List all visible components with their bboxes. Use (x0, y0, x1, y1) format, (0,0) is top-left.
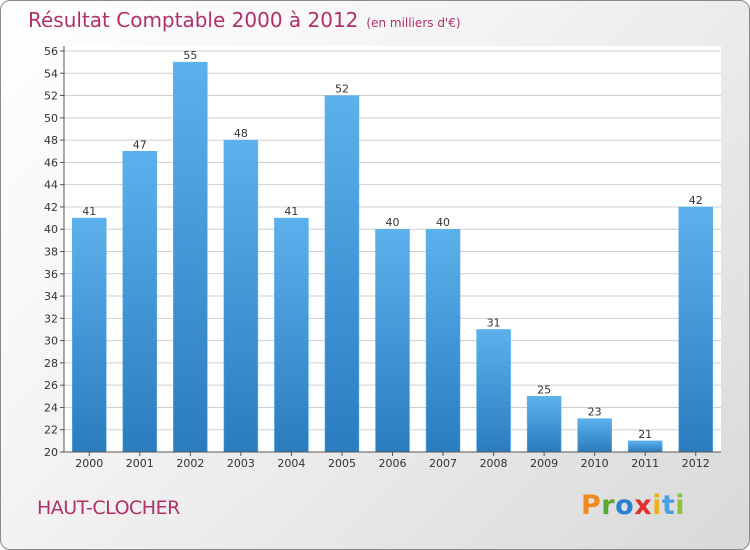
y-tick-label: 22 (44, 424, 58, 437)
x-tick-label: 2000 (75, 457, 103, 470)
x-tick-label: 2004 (277, 457, 305, 470)
bar-value-label: 23 (588, 406, 602, 419)
logo-letter: i (652, 490, 662, 521)
bar-2012 (678, 206, 713, 453)
y-tick-label: 46 (44, 156, 58, 169)
x-tick-label: 2012 (682, 457, 710, 470)
chart-title: Résultat Comptable 2000 à 2012 (en millie… (28, 8, 461, 32)
logo-letter: r (601, 490, 616, 521)
y-tick-label: 50 (44, 112, 58, 125)
y-tick-label: 36 (44, 268, 58, 281)
y-tick-label: 20 (44, 446, 58, 459)
x-tick-label: 2001 (126, 457, 154, 470)
x-tick-label: 2009 (530, 457, 558, 470)
y-tick-label: 24 (44, 401, 58, 414)
bar-value-label: 55 (183, 49, 197, 62)
x-tick-label: 2011 (631, 457, 659, 470)
x-tick-label: 2006 (379, 457, 407, 470)
y-tick-label: 28 (44, 357, 58, 370)
logo-letter: t (661, 490, 676, 521)
bar-2010 (577, 418, 612, 453)
bar-value-label: 42 (689, 194, 703, 207)
y-tick-label: 44 (44, 179, 58, 192)
bar-value-label: 40 (436, 216, 450, 229)
bar-2005 (324, 95, 360, 453)
bar-value-label: 47 (133, 138, 147, 151)
bar-2007 (425, 228, 461, 453)
x-tick-label: 2005 (328, 457, 356, 470)
x-tick-label: 2002 (176, 457, 204, 470)
bar-value-label: 31 (487, 316, 501, 329)
y-tick-label: 38 (44, 246, 58, 259)
bar-2011 (627, 440, 663, 453)
bar-chart: 20 22 24 26 28 30 32 34 36 38 40 42 44 46 48 50 52 54 56 4… (44, 45, 721, 470)
chart-subtitle: (en milliers d'€) (366, 16, 461, 30)
y-tick-label: 54 (44, 67, 58, 80)
bar-value-label: 52 (335, 83, 349, 96)
y-tick-label: 52 (44, 90, 58, 103)
bar-2003 (223, 139, 259, 453)
x-tick-label: 2003 (227, 457, 255, 470)
logo-letter: o (615, 490, 635, 521)
y-tick-label: 40 (44, 223, 58, 236)
x-tick-label: 2010 (581, 457, 609, 470)
x-tick-label: 2007 (429, 457, 457, 470)
bar-value-label: 21 (638, 428, 652, 441)
y-axis: 20 22 24 26 28 30 32 34 36 38 40 42 44 46 48 50 52 54 56 (44, 45, 65, 459)
x-tick-label: 2008 (480, 457, 508, 470)
place-name: HAUT-CLOCHER (37, 497, 180, 519)
y-tick-label: 32 (44, 312, 58, 325)
proxiti-logo: Proxiti (581, 490, 685, 521)
bar-2002 (173, 61, 208, 453)
y-tick-label: 30 (44, 335, 58, 348)
bar-value-label: 40 (386, 216, 400, 229)
y-tick-label: 34 (44, 290, 58, 303)
y-tick-label: 48 (44, 134, 58, 147)
logo-letter: x (634, 490, 653, 521)
y-tick-label: 56 (44, 45, 58, 58)
y-tick-label: 42 (44, 201, 58, 214)
bar-2001 (122, 151, 158, 453)
bar-value-label: 41 (284, 205, 298, 218)
bar-2009 (526, 396, 562, 453)
bar-value-label: 41 (82, 205, 96, 218)
bar-value-label: 25 (537, 383, 551, 396)
bar-value-label: 48 (234, 127, 248, 140)
bars: 41 47 55 48 41 52 40 40 31 25 23 21 42 (72, 49, 713, 453)
bar-2006 (375, 228, 410, 453)
chart-title-text: Résultat Comptable 2000 à 2012 (28, 8, 359, 32)
bar-2000 (72, 217, 107, 453)
logo-letter: P (581, 490, 602, 521)
x-axis: 2000 2001 2002 2003 2004 2005 2006 2007 2008 2009… (64, 451, 721, 470)
y-tick-label: 26 (44, 379, 58, 392)
bar-2008 (476, 329, 511, 453)
logo-letter: i (675, 490, 686, 521)
bar-2004 (274, 217, 309, 453)
